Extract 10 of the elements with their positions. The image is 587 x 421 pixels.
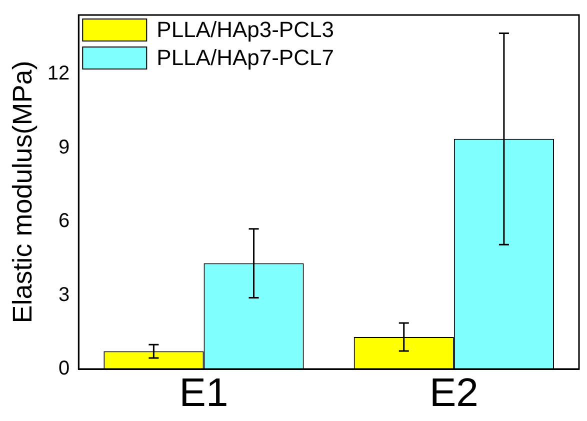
legend-label: PLLA/HAp7-PCL7 [156, 45, 334, 70]
y-tick-label: 0 [58, 358, 70, 380]
x-tick-label: E2 [429, 371, 478, 416]
x-tick-label: E1 [179, 371, 228, 416]
y-tick-label: 6 [58, 210, 70, 232]
legend-label: PLLA/HAp3-PCL3 [156, 17, 334, 42]
y-tick-label: 12 [47, 62, 70, 85]
y-tick-label: 3 [58, 284, 70, 306]
y-axis-title: Elastic modulus(MPa) [8, 60, 38, 324]
y-tick-label: 9 [58, 136, 70, 158]
